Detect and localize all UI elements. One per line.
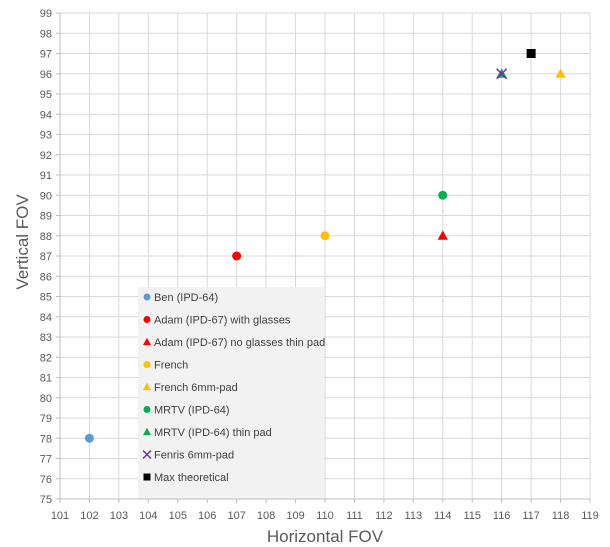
data-point-fenris-6mm-pad	[496, 68, 508, 80]
x-tick-label: 101	[51, 510, 69, 522]
y-tick-label: 96	[40, 69, 52, 81]
x-tick-label: 108	[257, 510, 275, 522]
y-tick-label: 93	[40, 130, 52, 142]
legend-label-max-theoretical: Max theoretical	[154, 472, 229, 484]
x-tick-label: 110	[316, 510, 334, 522]
y-tick-label: 79	[40, 413, 52, 425]
legend-label-adam-ipd-67-with-glasses: Adam (IPD-67) with glasses	[154, 315, 291, 327]
legend-marker-adam-ipd-67-no-glasses-thin-pad	[142, 337, 152, 346]
y-tick-label: 86	[40, 271, 52, 283]
legend-marker-mrtv-ipd-64	[143, 406, 151, 413]
y-tick-label: 95	[40, 89, 52, 101]
data-point-french-6mm-pad	[555, 68, 566, 78]
y-tick-label: 87	[40, 251, 52, 263]
y-tick-label: 84	[40, 312, 52, 324]
x-tick-label: 111	[346, 510, 363, 522]
x-tick-label: 103	[110, 510, 128, 522]
x-tick-label: 115	[463, 510, 481, 522]
legend-label-fenris-6mm-pad: Fenris 6mm-pad	[154, 450, 234, 462]
y-tick-label: 75	[40, 494, 52, 506]
axes	[56, 12, 591, 503]
data-points	[84, 49, 566, 443]
y-tick-label: 91	[40, 170, 52, 182]
y-tick-label: 82	[40, 352, 52, 364]
y-axis-title: Vertical FOV	[13, 194, 32, 290]
x-tick-label: 113	[405, 510, 423, 522]
x-tick-label: 118	[552, 510, 570, 522]
legend-label-mrtv-ipd-64-thin-pad: MRTV (IPD-64) thin pad	[154, 427, 272, 439]
legend-label-adam-ipd-67-no-glasses-thin-pad: Adam (IPD-67) no glasses thin pad	[154, 337, 325, 349]
y-tick-label: 97	[40, 49, 52, 61]
legend-marker-french-6mm-pad	[142, 382, 152, 391]
data-point-mrtv-ipd-64	[438, 190, 448, 200]
legend-label-ben-ipd-64: Ben (IPD-64)	[154, 292, 218, 304]
x-tick-label: 106	[198, 510, 216, 522]
y-tick-label: 88	[40, 231, 52, 243]
legend-label-french-6mm-pad: French 6mm-pad	[154, 382, 238, 394]
y-tick-labels: 75 76 77 78 79 80 81 82 83 84 85 86 87 88 89 90 91 92 93 94…	[40, 8, 52, 506]
legend-marker-mrtv-ipd-64-thin-pad	[142, 427, 152, 436]
x-tick-label: 102	[80, 510, 98, 522]
x-tick-labels: 101 102 103 104 105 106 107 108 109 110 111 112 113 1…	[51, 510, 599, 522]
y-tick-label: 81	[40, 373, 52, 385]
y-tick-label: 92	[40, 150, 52, 162]
x-tick-label: 107	[227, 510, 245, 522]
legend-marker-max-theoretical	[143, 473, 151, 481]
legend-marker-fenris-6mm-pad-stroke	[142, 449, 152, 460]
y-tick-label: 90	[40, 190, 52, 202]
x-tick-label: 116	[493, 510, 511, 522]
data-point-ben-ipd-64	[84, 433, 94, 443]
y-tick-label: 83	[40, 332, 52, 344]
x-tick-label: 117	[522, 510, 540, 522]
x-tick-label: 109	[286, 510, 304, 522]
legend-marker-adam-ipd-67-with-glasses	[143, 316, 151, 323]
x-tick-label: 104	[139, 510, 157, 522]
y-tick-label: 98	[40, 28, 52, 40]
x-tick-label: 114	[434, 510, 452, 522]
y-tick-label: 85	[40, 292, 52, 304]
x-tick-label: 112	[375, 510, 393, 522]
y-tick-label: 89	[40, 211, 52, 223]
y-tick-label: 94	[40, 109, 52, 121]
y-tick-label: 80	[40, 393, 52, 405]
legend-background	[138, 287, 324, 499]
x-tick-label: 105	[169, 510, 187, 522]
legend-label-mrtv-ipd-64: MRTV (IPD-64)	[154, 405, 230, 417]
y-tick-label: 78	[40, 433, 52, 445]
data-point-french	[320, 231, 330, 241]
legend-marker-ben-ipd-64	[143, 293, 151, 301]
data-point-adam-ipd-67-with-glasses	[232, 251, 242, 261]
y-tick-label: 77	[40, 454, 52, 466]
y-tick-label: 99	[40, 8, 52, 20]
data-point-max-theoretical	[526, 49, 536, 58]
legend-marker-fenris-6mm-pad	[142, 449, 152, 460]
data-point-fenris-6mm-pad-stroke	[496, 68, 508, 80]
legend: Ben (IPD-64) Adam (IPD-67) with glasses Ad…	[138, 287, 325, 499]
x-axis-title: Horizontal FOV	[267, 527, 384, 546]
y-tick-label: 76	[40, 474, 52, 486]
legend-marker-french	[143, 361, 151, 368]
data-point-adam-ipd-67-no-glasses-thin-pad	[437, 230, 448, 240]
x-tick-label: 119	[581, 510, 599, 522]
legend-label-french: French	[154, 360, 188, 372]
